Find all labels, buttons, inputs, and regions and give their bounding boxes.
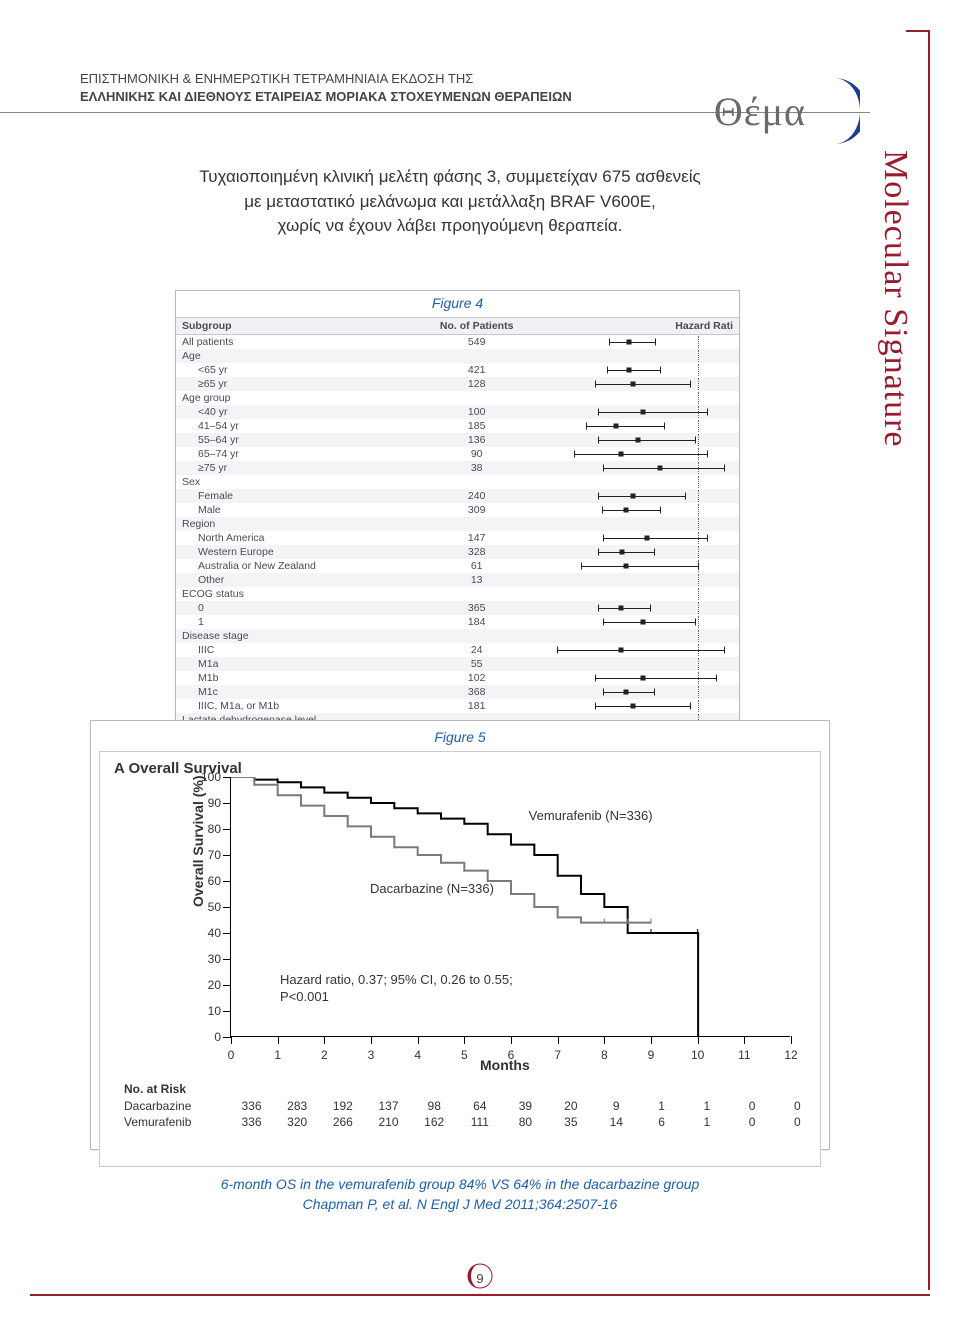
forest-row: Western Europe328 bbox=[176, 545, 739, 559]
forest-row: Sex bbox=[176, 475, 739, 489]
panel-a-title: A Overall Survival bbox=[114, 760, 242, 777]
forest-row: M1a55 bbox=[176, 657, 739, 671]
forest-row: ≥65 yr128 bbox=[176, 377, 739, 391]
hr-line2: P<0.001 bbox=[280, 989, 513, 1006]
forest-row: Age group bbox=[176, 391, 739, 405]
forest-row: M1c368 bbox=[176, 685, 739, 699]
col-n: No. of Patients bbox=[416, 318, 537, 335]
figure-5-caption: 6-month OS in the vemurafenib group 84% … bbox=[140, 1175, 780, 1214]
forest-row: IIIC24 bbox=[176, 643, 739, 657]
figure-4: Figure 4 Subgroup No. of Patients Hazard… bbox=[175, 290, 740, 742]
km-plot-panel: A Overall Survival Overall Survival (%) … bbox=[99, 751, 821, 1167]
figure-5: Figure 5 A Overall Survival Overall Surv… bbox=[90, 720, 830, 1150]
forest-row: Australia or New Zealand61 bbox=[176, 559, 739, 573]
forest-row: Male309 bbox=[176, 503, 739, 517]
numbers-at-risk: No. at Risk Dacarbazine33628319213798643… bbox=[124, 1082, 820, 1130]
section-badge: Θέμα bbox=[714, 76, 860, 146]
x-axis-label: Months bbox=[480, 1057, 530, 1073]
intro-paragraph: Τυχαιοποιημένη κλινική μελέτη φάσης 3, σ… bbox=[130, 165, 770, 239]
forest-row: North America147 bbox=[176, 531, 739, 545]
forest-row: All patients549 bbox=[176, 335, 739, 350]
crescent-icon bbox=[808, 76, 860, 146]
forest-row: IIIC, M1a, or M1b181 bbox=[176, 699, 739, 713]
page-number: 9 bbox=[476, 1271, 483, 1286]
figure-5-label: Figure 5 bbox=[99, 725, 821, 751]
page-frame-right bbox=[928, 30, 930, 1290]
forest-row: <65 yr421 bbox=[176, 363, 739, 377]
risk-header: No. at Risk bbox=[124, 1082, 820, 1096]
forest-row: ECOG status bbox=[176, 587, 739, 601]
forest-row: M1b102 bbox=[176, 671, 739, 685]
forest-row: 41–54 yr185 bbox=[176, 419, 739, 433]
intro-line2: με μεταστατικό μελάνωμα και μετάλλαξη BR… bbox=[130, 190, 770, 215]
forest-plot-table: Subgroup No. of Patients Hazard Rati All… bbox=[176, 317, 739, 741]
forest-row: 0365 bbox=[176, 601, 739, 615]
forest-row: Female240 bbox=[176, 489, 739, 503]
section-badge-text: Θέμα bbox=[714, 88, 806, 135]
forest-row: 55–64 yr136 bbox=[176, 433, 739, 447]
figure-4-label: Figure 4 bbox=[176, 291, 739, 317]
caption-line2: Chapman P, et al. N Engl J Med 2011;364:… bbox=[140, 1195, 780, 1215]
publication-header: ΕΠΙΣΤΗΜΟΝΙΚΗ & ΕΝΗΜΕΡΩΤΙΚΗ ΤΕΤΡΑΜΗΝΙΑΙΑ … bbox=[80, 70, 780, 106]
forest-row: Age bbox=[176, 349, 739, 363]
col-subgroup: Subgroup bbox=[176, 318, 416, 335]
intro-line1: Τυχαιοποιημένη κλινική μελέτη φάσης 3, σ… bbox=[130, 165, 770, 190]
forest-row: 65–74 yr90 bbox=[176, 447, 739, 461]
caption-line1: 6-month OS in the vemurafenib group 84% … bbox=[140, 1175, 780, 1195]
forest-row: Other13 bbox=[176, 573, 739, 587]
intro-line3: χωρίς να έχουν λάβει προηγούμενη θεραπεί… bbox=[130, 214, 770, 239]
hr-line1: Hazard ratio, 0.37; 95% CI, 0.26 to 0.55… bbox=[280, 972, 513, 989]
forest-row: Disease stage bbox=[176, 629, 739, 643]
forest-row: Region bbox=[176, 517, 739, 531]
forest-row: <40 yr100 bbox=[176, 405, 739, 419]
forest-row: ≥75 yr38 bbox=[176, 461, 739, 475]
page-frame-corner bbox=[906, 30, 930, 54]
page-frame-bottom bbox=[30, 1294, 930, 1296]
header-line1: ΕΠΙΣΤΗΜΟΝΙΚΗ & ΕΝΗΜΕΡΩΤΙΚΗ ΤΕΤΡΑΜΗΝΙΑΙΑ … bbox=[80, 70, 780, 88]
col-hr: Hazard Rati bbox=[537, 318, 739, 335]
header-line2: ΕΛΛΗΝΙΚΗΣ ΚΑΙ ΔΙΕΘΝΟΥΣ ΕΤΑΙΡΕΙΑΣ ΜΟΡΙΑΚΑ… bbox=[80, 88, 780, 106]
hazard-ratio-text: Hazard ratio, 0.37; 95% CI, 0.26 to 0.55… bbox=[280, 972, 513, 1006]
journal-side-title: Molecular Signature bbox=[876, 150, 914, 448]
forest-row: 1184 bbox=[176, 615, 739, 629]
